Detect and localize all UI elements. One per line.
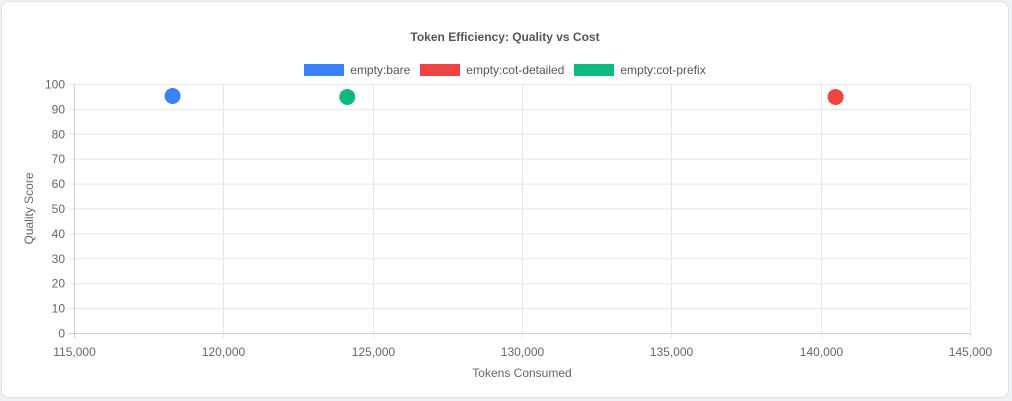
x-tick-label: 140,000: [800, 345, 844, 359]
y-tick-label: 80: [52, 127, 66, 141]
legend-swatch: [304, 64, 345, 76]
data-point[interactable]: [827, 88, 844, 105]
y-tick-label: 10: [52, 302, 66, 316]
y-tick-label: 70: [52, 152, 66, 166]
y-tick-label: 90: [52, 102, 66, 116]
legend-swatch: [420, 64, 461, 76]
y-tick-label: 30: [52, 252, 66, 266]
x-tick-label: 135,000: [650, 345, 694, 359]
x-tick-label: 115,000: [53, 345, 96, 359]
y-tick-label: 20: [52, 277, 66, 291]
data-point[interactable]: [339, 88, 356, 105]
x-tick-label: 145,000: [949, 345, 993, 359]
y-tick-label: 50: [52, 202, 66, 216]
x-tick-label: 125,000: [352, 345, 396, 359]
chart-legend: empty:bare empty:cot-detailed empty:cot-pr…: [2, 63, 1008, 77]
legend-label: empty:cot-detailed: [466, 63, 565, 77]
legend-swatch: [574, 64, 615, 76]
y-axis-title: Quality Score: [22, 172, 36, 244]
legend-item[interactable]: empty:cot-prefix: [574, 63, 706, 77]
legend-item[interactable]: empty:bare: [304, 63, 410, 77]
legend-label: empty:bare: [350, 63, 411, 77]
data-point[interactable]: [164, 87, 181, 104]
y-tick-label: 60: [52, 177, 66, 191]
y-tick-label: 100: [45, 78, 65, 92]
x-tick-label: 130,000: [501, 345, 545, 359]
legend-item[interactable]: empty:cot-detailed: [420, 63, 564, 77]
chart-title: Token Efficiency: Quality vs Cost: [410, 30, 600, 44]
y-tick-label: 0: [58, 327, 65, 341]
legend-label: empty:cot-prefix: [620, 63, 706, 77]
y-tick-label: 40: [52, 227, 66, 241]
x-tick-label: 120,000: [202, 345, 246, 359]
x-axis-title: Tokens Consumed: [472, 366, 571, 380]
